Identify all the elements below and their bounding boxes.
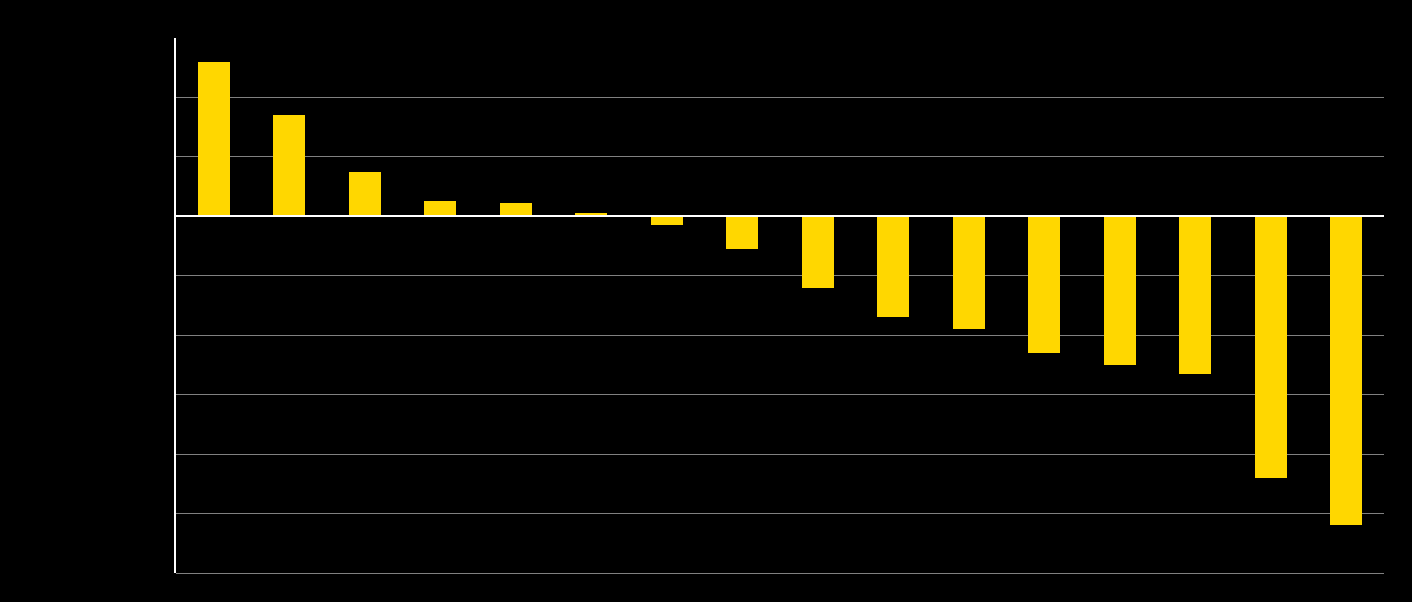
x-axis-zero-line (176, 215, 1384, 217)
bar (1255, 216, 1287, 478)
bar (424, 201, 456, 216)
gridline (176, 454, 1384, 455)
bar (953, 216, 985, 329)
bar (1028, 216, 1060, 353)
bar (198, 62, 230, 217)
gridline (176, 394, 1384, 395)
plot-area (176, 38, 1384, 573)
bar (726, 216, 758, 249)
bar-chart (176, 38, 1384, 573)
y-axis-line (174, 38, 176, 573)
bar (273, 115, 305, 216)
bar (651, 216, 683, 225)
gridline (176, 573, 1384, 574)
bar (1330, 216, 1362, 525)
gridline (176, 513, 1384, 514)
gridline (176, 156, 1384, 157)
bar (802, 216, 834, 287)
bar (1104, 216, 1136, 365)
gridline (176, 97, 1384, 98)
bar (349, 172, 381, 217)
bar (877, 216, 909, 317)
bar (1179, 216, 1211, 374)
